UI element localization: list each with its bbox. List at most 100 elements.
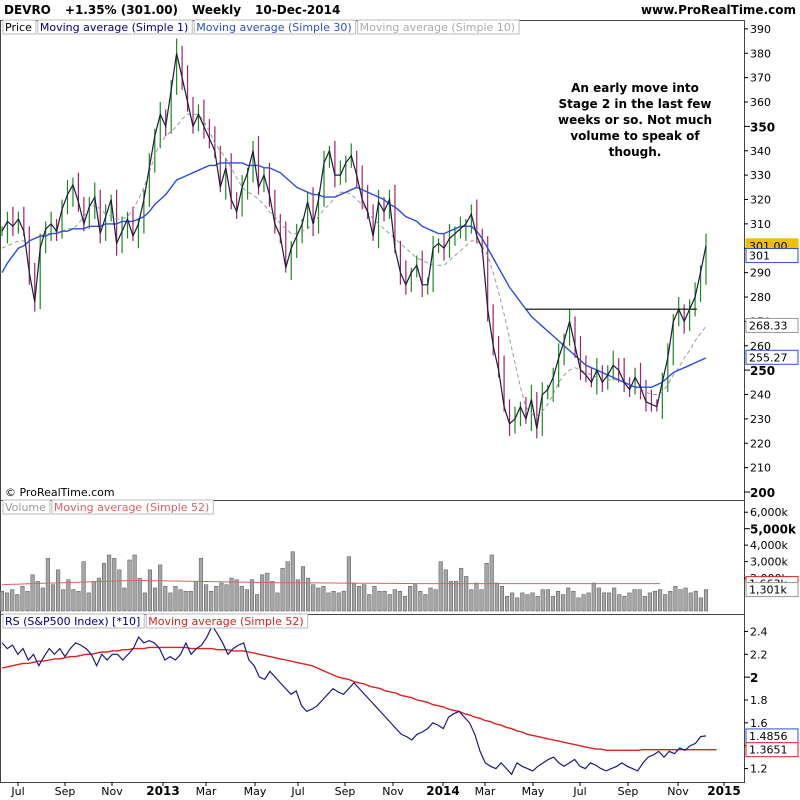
volume-bar — [484, 563, 489, 612]
volume-bar — [61, 589, 66, 612]
x-tick-label: 2013 — [146, 784, 179, 798]
y-tick-label: 360 — [750, 96, 771, 109]
volume-bar — [306, 577, 311, 612]
volume-bar — [10, 589, 15, 612]
volume-bar — [40, 587, 45, 612]
volume-bar — [81, 561, 86, 612]
volume-bar — [280, 567, 285, 612]
price-tag-label: 1.4856 — [749, 730, 788, 743]
x-tick-label: May — [522, 785, 545, 798]
volume-bar — [204, 584, 209, 612]
x-tick-label: Mar — [196, 785, 217, 798]
panel-frames — [0, 20, 745, 783]
volume-bar — [581, 594, 586, 612]
y-tick-label: 2.2 — [750, 648, 768, 661]
volume-bar — [147, 569, 152, 612]
legend-entry: Volume — [5, 501, 46, 514]
legend-entry: Moving average (Simple 52) — [148, 615, 303, 628]
ticker-symbol: DEVRO — [4, 3, 51, 17]
volume-bar — [443, 569, 448, 612]
volume-bar — [86, 592, 91, 612]
legend-entry: Moving average (Simple 30) — [196, 21, 351, 34]
volume-bar — [596, 587, 601, 612]
legend-box — [145, 613, 309, 629]
volume-bar — [285, 561, 290, 612]
volume-bar — [331, 590, 336, 612]
x-tick-label: Sep — [335, 785, 356, 798]
close-line — [1, 53, 707, 429]
volume-bar — [346, 556, 351, 612]
y-tick-label: 320 — [750, 194, 771, 207]
volume-bar — [249, 579, 255, 612]
annotation-line: weeks or so. Not much — [558, 113, 712, 127]
volume-bar — [20, 586, 25, 612]
price-tag — [745, 582, 799, 598]
volume-bar — [163, 586, 168, 612]
volume-bar — [423, 594, 428, 612]
volume-bar — [520, 592, 525, 612]
x-tick-label: Jul — [290, 785, 304, 798]
x-tick-label: Nov — [667, 785, 689, 798]
volume-bar — [188, 590, 193, 612]
volume-bar — [260, 574, 265, 612]
x-tick-label: May — [244, 785, 267, 798]
volume-bar — [158, 564, 163, 612]
x-tick-label: 2015 — [707, 784, 740, 798]
volume-bar — [357, 586, 362, 612]
volume-bar — [448, 581, 453, 612]
y-tick-label: 260 — [750, 340, 771, 353]
volume-bar — [152, 587, 158, 612]
site-url[interactable]: www.ProRealTime.com — [641, 3, 796, 17]
volume-bar — [311, 584, 316, 612]
volume-bar — [703, 589, 709, 612]
price-tag-label: 1,301k — [749, 584, 787, 597]
legend-box — [2, 613, 145, 629]
volume-bar — [198, 558, 204, 612]
y-tick-label: 380 — [750, 47, 771, 60]
volume-bar — [372, 586, 377, 612]
y-tick-label: 390 — [750, 23, 771, 36]
x-tick-label: Jul — [10, 785, 24, 798]
volume-bar — [214, 586, 219, 612]
volume-bar — [336, 592, 341, 612]
y-tick-label: 230 — [750, 413, 771, 426]
ticker-period: Weekly — [192, 3, 242, 17]
volume-bar — [387, 594, 392, 612]
volume-bar — [142, 592, 147, 612]
ticker-info: DEVRO +1.35% (301.00) Weekly 10-Dec-2014 — [4, 3, 340, 17]
volume-bar — [438, 561, 443, 612]
volume-bar — [219, 582, 224, 612]
legend-entry: Moving average (Simple 52) — [54, 501, 209, 514]
volume-bar — [183, 590, 188, 612]
rs-line — [1, 624, 707, 776]
y-tick-label: 200 — [750, 486, 775, 500]
volume-bar — [453, 581, 459, 612]
volume-bar — [362, 584, 367, 612]
price-tag — [745, 742, 799, 758]
volume-bar — [168, 592, 173, 612]
y-tick-label: 350 — [750, 120, 775, 134]
volume-bar — [132, 554, 137, 612]
volume-bar — [693, 590, 698, 612]
volume-bar — [428, 587, 433, 612]
legend-box — [2, 19, 37, 35]
volume-bar — [632, 589, 637, 612]
price-tag-label: 1.3651 — [749, 744, 788, 757]
price-panel: 3903803703603403303203102902802702602402… — [1, 19, 799, 500]
volume-bar — [535, 595, 540, 612]
price-tag-label: 255.27 — [749, 351, 788, 364]
volume-bar — [300, 566, 306, 612]
x-tick-label: Mar — [475, 785, 496, 798]
legend-box — [357, 19, 520, 35]
y-tick-label: 1.2 — [750, 763, 768, 776]
volume-bar — [255, 594, 260, 612]
volume-bar — [622, 595, 627, 612]
volume-bar — [408, 586, 413, 612]
legend-box — [2, 499, 51, 515]
volume-bar — [566, 587, 571, 612]
volume-bar — [515, 597, 520, 612]
volume-bar — [683, 587, 688, 612]
ticker-date: 10-Dec-2014 — [255, 3, 341, 17]
price-tag-label: 301 — [749, 250, 770, 263]
